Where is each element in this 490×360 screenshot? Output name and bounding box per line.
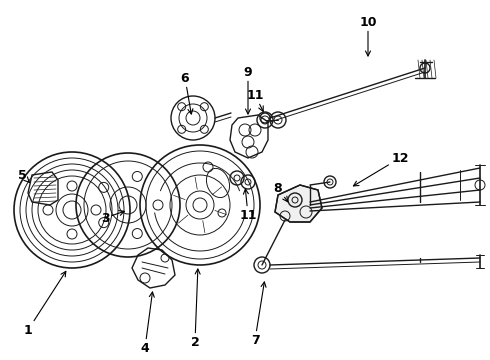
Text: 4: 4 — [141, 292, 154, 355]
Text: 11: 11 — [239, 189, 257, 221]
Polygon shape — [275, 185, 322, 222]
Text: 6: 6 — [181, 72, 193, 114]
Text: 10: 10 — [359, 15, 377, 56]
Text: 12: 12 — [353, 152, 409, 186]
Text: 1: 1 — [24, 271, 66, 337]
Text: 8: 8 — [274, 181, 288, 202]
Text: 3: 3 — [100, 211, 124, 225]
Text: 11: 11 — [246, 89, 264, 111]
Text: 2: 2 — [191, 269, 200, 348]
Text: 5: 5 — [18, 168, 29, 183]
Text: 7: 7 — [250, 282, 266, 346]
Text: 9: 9 — [244, 66, 252, 114]
